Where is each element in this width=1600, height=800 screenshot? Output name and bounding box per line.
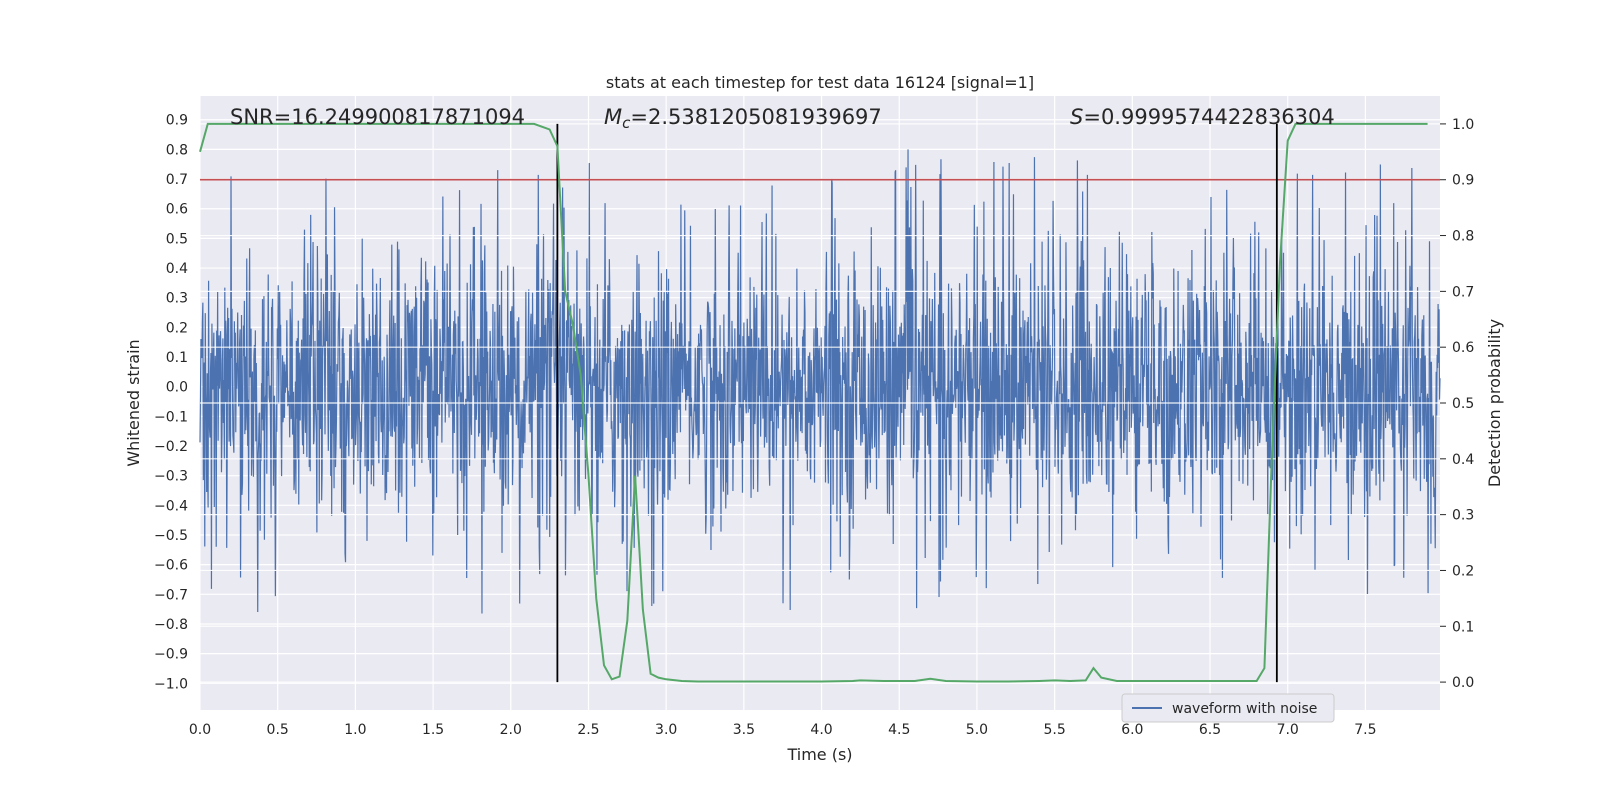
y-tick-label: −1.0 bbox=[154, 676, 188, 692]
y-tick-label: −0.9 bbox=[154, 647, 188, 663]
y-tick-label: −0.6 bbox=[154, 558, 188, 574]
x-tick-label: 4.0 bbox=[810, 722, 832, 738]
x-tick-label: 4.5 bbox=[888, 722, 910, 738]
y2-tick-label: 0.4 bbox=[1452, 452, 1474, 468]
x-tick-label: 6.0 bbox=[1121, 722, 1143, 738]
y2-tick-label: 0.9 bbox=[1452, 173, 1474, 189]
y-tick-label: −0.8 bbox=[154, 617, 188, 633]
y-tick-label: 0.4 bbox=[166, 261, 188, 277]
y-tick-label: 0.0 bbox=[166, 380, 188, 396]
x-tick-label: 3.5 bbox=[733, 722, 755, 738]
y2-ticks: 0.0 0.1 0.2 0.3 0.4 0.5 0.6 0.7 0.8 0.9 1.0 bbox=[1440, 117, 1474, 691]
x-tick-label: 0.5 bbox=[267, 722, 289, 738]
y2-tick-label: 0.0 bbox=[1452, 675, 1474, 691]
y-tick-label: 0.5 bbox=[166, 231, 188, 247]
y2-tick-label: 0.2 bbox=[1452, 563, 1474, 579]
legend-box bbox=[1121, 693, 1335, 723]
y2-tick-label: 1.0 bbox=[1452, 117, 1474, 133]
y-tick-label: 0.8 bbox=[166, 142, 188, 158]
y-tick-label: −0.4 bbox=[154, 498, 188, 514]
y-tick-label: −0.3 bbox=[154, 469, 188, 485]
y-tick-label: 0.6 bbox=[166, 202, 188, 218]
vline-layer bbox=[556, 123, 1278, 683]
x-tick-label: 1.5 bbox=[422, 722, 444, 738]
snr-annotation: SNR=16.249900817871094 bbox=[230, 105, 525, 129]
y2-tick-label: 0.5 bbox=[1452, 396, 1474, 412]
y2-axis-label: Detection probability bbox=[1485, 319, 1504, 487]
x-tick-label: 3.0 bbox=[655, 722, 677, 738]
y-tick-label: −0.1 bbox=[154, 409, 188, 425]
score-value: =0.9999574422836304 bbox=[1083, 105, 1334, 129]
y-ticks: −1.0 −0.9 −0.8 −0.7 −0.6 −0.5 −0.4 −0.3 −0.2 −0.1… bbox=[154, 113, 188, 693]
y2-tick-label: 0.8 bbox=[1452, 229, 1474, 245]
waveform-line bbox=[199, 149, 1441, 614]
waveform-with-noise-series bbox=[199, 149, 1441, 614]
detection-probability-line bbox=[199, 122, 1428, 683]
x-ticks: 0.0 0.5 1.0 1.5 2.0 2.5 3.0 3.5 4.0 4.5 5.0 5.5 6.0 6… bbox=[189, 722, 1377, 738]
x-tick-label: 5.0 bbox=[966, 722, 988, 738]
x-tick-label: 2.0 bbox=[500, 722, 522, 738]
y-tick-label: 0.2 bbox=[166, 320, 188, 336]
chart-title: stats at each timestep for test data 161… bbox=[606, 73, 1034, 92]
x-tick-label: 7.5 bbox=[1354, 722, 1376, 738]
score-annotation: S=0.9999574422836304 bbox=[1070, 105, 1335, 129]
chirp-mass-symbol: M bbox=[604, 105, 622, 129]
y-tick-label: 0.9 bbox=[166, 113, 188, 129]
x-axis-label: Time (s) bbox=[786, 745, 852, 764]
y-tick-label: −0.2 bbox=[154, 439, 188, 455]
y2-tick-label: 0.7 bbox=[1452, 284, 1474, 300]
x-tick-label: 7.0 bbox=[1277, 722, 1299, 738]
chirp-mass-annotation: Mc=2.5381205081939697 bbox=[604, 105, 882, 132]
x-tick-label: 0.0 bbox=[189, 722, 211, 738]
score-symbol: S bbox=[1070, 105, 1083, 129]
detection-probability-series bbox=[199, 122, 1428, 683]
chirp-mass-subscript: c bbox=[622, 114, 631, 132]
y2-tick-label: 0.1 bbox=[1452, 619, 1474, 635]
chirp-mass-value: =2.5381205081939697 bbox=[630, 105, 881, 129]
y-tick-label: −0.7 bbox=[154, 587, 188, 603]
x-tick-label: 1.0 bbox=[344, 722, 366, 738]
y-tick-label: 0.1 bbox=[166, 350, 188, 366]
y2-tick-label: 0.6 bbox=[1452, 340, 1474, 356]
legend: waveform with noise bbox=[1121, 693, 1335, 723]
y2-tick-label: 0.3 bbox=[1452, 508, 1474, 524]
x-tick-label: 2.5 bbox=[577, 722, 599, 738]
x-tick-label: 5.5 bbox=[1044, 722, 1066, 738]
y-tick-label: 0.3 bbox=[166, 291, 188, 307]
x-tick-label: 6.5 bbox=[1199, 722, 1221, 738]
y-tick-label: −0.5 bbox=[154, 528, 188, 544]
y-tick-label: 0.7 bbox=[166, 172, 188, 188]
y-axis-label: Whitened strain bbox=[124, 339, 143, 466]
legend-entry-waveform: waveform with noise bbox=[1172, 701, 1317, 717]
